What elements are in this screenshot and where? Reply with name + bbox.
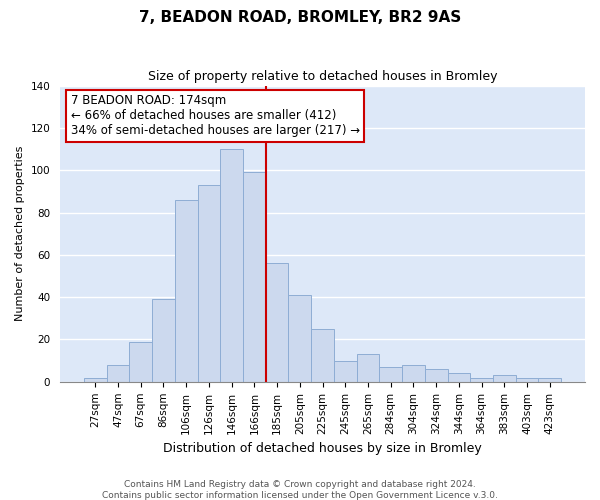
Bar — [220, 149, 243, 382]
X-axis label: Distribution of detached houses by size in Bromley: Distribution of detached houses by size … — [163, 442, 482, 455]
Y-axis label: Number of detached properties: Number of detached properties — [15, 146, 25, 322]
Bar — [515, 378, 538, 382]
Bar — [243, 172, 266, 382]
Bar — [493, 376, 515, 382]
Bar — [84, 378, 107, 382]
Text: 7 BEADON ROAD: 174sqm
← 66% of detached houses are smaller (412)
34% of semi-det: 7 BEADON ROAD: 174sqm ← 66% of detached … — [71, 94, 359, 138]
Bar — [356, 354, 379, 382]
Bar — [130, 342, 152, 382]
Title: Size of property relative to detached houses in Bromley: Size of property relative to detached ho… — [148, 70, 497, 83]
Bar — [448, 374, 470, 382]
Bar — [334, 360, 356, 382]
Bar — [402, 365, 425, 382]
Bar — [266, 264, 289, 382]
Bar — [538, 378, 561, 382]
Bar — [470, 378, 493, 382]
Bar — [107, 365, 130, 382]
Bar — [425, 369, 448, 382]
Bar — [175, 200, 197, 382]
Bar — [379, 367, 402, 382]
Bar — [152, 300, 175, 382]
Bar — [289, 295, 311, 382]
Bar — [311, 329, 334, 382]
Bar — [197, 185, 220, 382]
Text: 7, BEADON ROAD, BROMLEY, BR2 9AS: 7, BEADON ROAD, BROMLEY, BR2 9AS — [139, 10, 461, 25]
Text: Contains HM Land Registry data © Crown copyright and database right 2024.
Contai: Contains HM Land Registry data © Crown c… — [102, 480, 498, 500]
